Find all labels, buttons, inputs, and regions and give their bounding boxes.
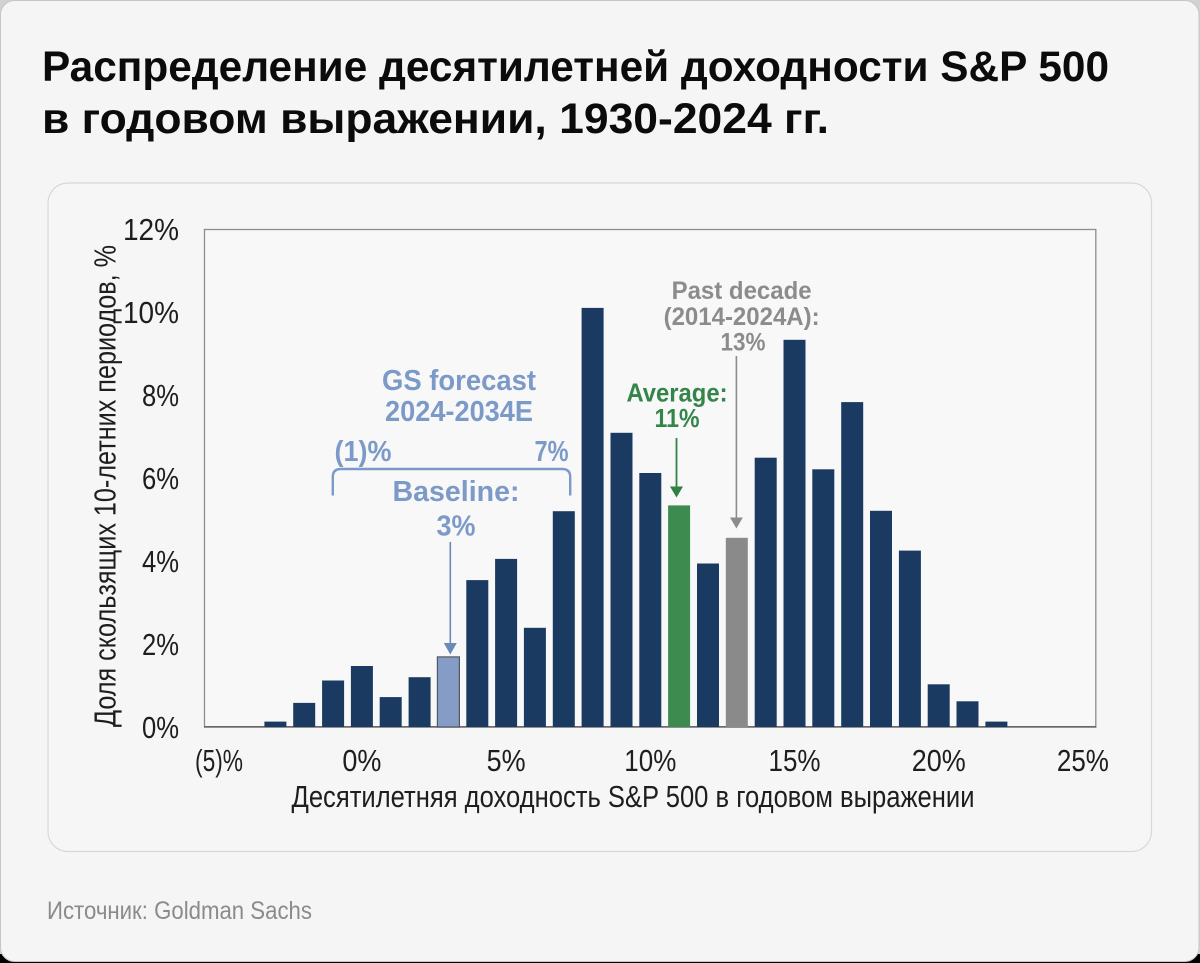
svg-text:Десятилетняя доходность S&P 50: Десятилетняя доходность S&P 500 в годово… bbox=[292, 779, 975, 814]
svg-text:3%: 3% bbox=[437, 511, 476, 543]
svg-text:15%: 15% bbox=[769, 743, 821, 778]
svg-text:Baseline:: Baseline: bbox=[393, 476, 520, 508]
svg-text:Average:: Average: bbox=[627, 378, 728, 408]
svg-text:11%: 11% bbox=[655, 403, 700, 433]
svg-text:Источник: Goldman Sachs: Источник: Goldman Sachs bbox=[47, 897, 312, 925]
svg-text:5%: 5% bbox=[487, 743, 526, 778]
svg-text:8%: 8% bbox=[142, 378, 179, 413]
svg-text:(2014-2024A):: (2014-2024A): bbox=[664, 303, 820, 331]
svg-text:13%: 13% bbox=[721, 329, 766, 357]
svg-text:12%: 12% bbox=[123, 212, 179, 247]
svg-text:25%: 25% bbox=[1057, 743, 1109, 778]
svg-text:Доля скользящих 10-летних пери: Доля скользящих 10-летних периодов, % bbox=[88, 245, 123, 727]
svg-text:2%: 2% bbox=[142, 627, 179, 662]
svg-text:2024-2034E: 2024-2034E bbox=[385, 396, 533, 428]
svg-text:20%: 20% bbox=[912, 743, 966, 778]
svg-text:4%: 4% bbox=[142, 544, 179, 579]
svg-text:0%: 0% bbox=[142, 710, 179, 745]
svg-text:10%: 10% bbox=[624, 743, 676, 778]
svg-text:GS forecast: GS forecast bbox=[382, 365, 536, 397]
svg-text:Past decade: Past decade bbox=[672, 277, 812, 305]
svg-text:(5)%: (5)% bbox=[195, 743, 243, 778]
svg-text:Распределение десятилетней дох: Распределение десятилетней доходности S&… bbox=[42, 43, 1109, 91]
svg-text:7%: 7% bbox=[535, 436, 569, 468]
svg-text:0%: 0% bbox=[342, 743, 381, 778]
svg-text:10%: 10% bbox=[123, 295, 179, 330]
svg-text:6%: 6% bbox=[142, 461, 179, 496]
svg-text:(1)%: (1)% bbox=[335, 436, 392, 468]
svg-text:в годовом выражении, 1930-2024: в годовом выражении, 1930-2024 гг. bbox=[42, 95, 829, 143]
